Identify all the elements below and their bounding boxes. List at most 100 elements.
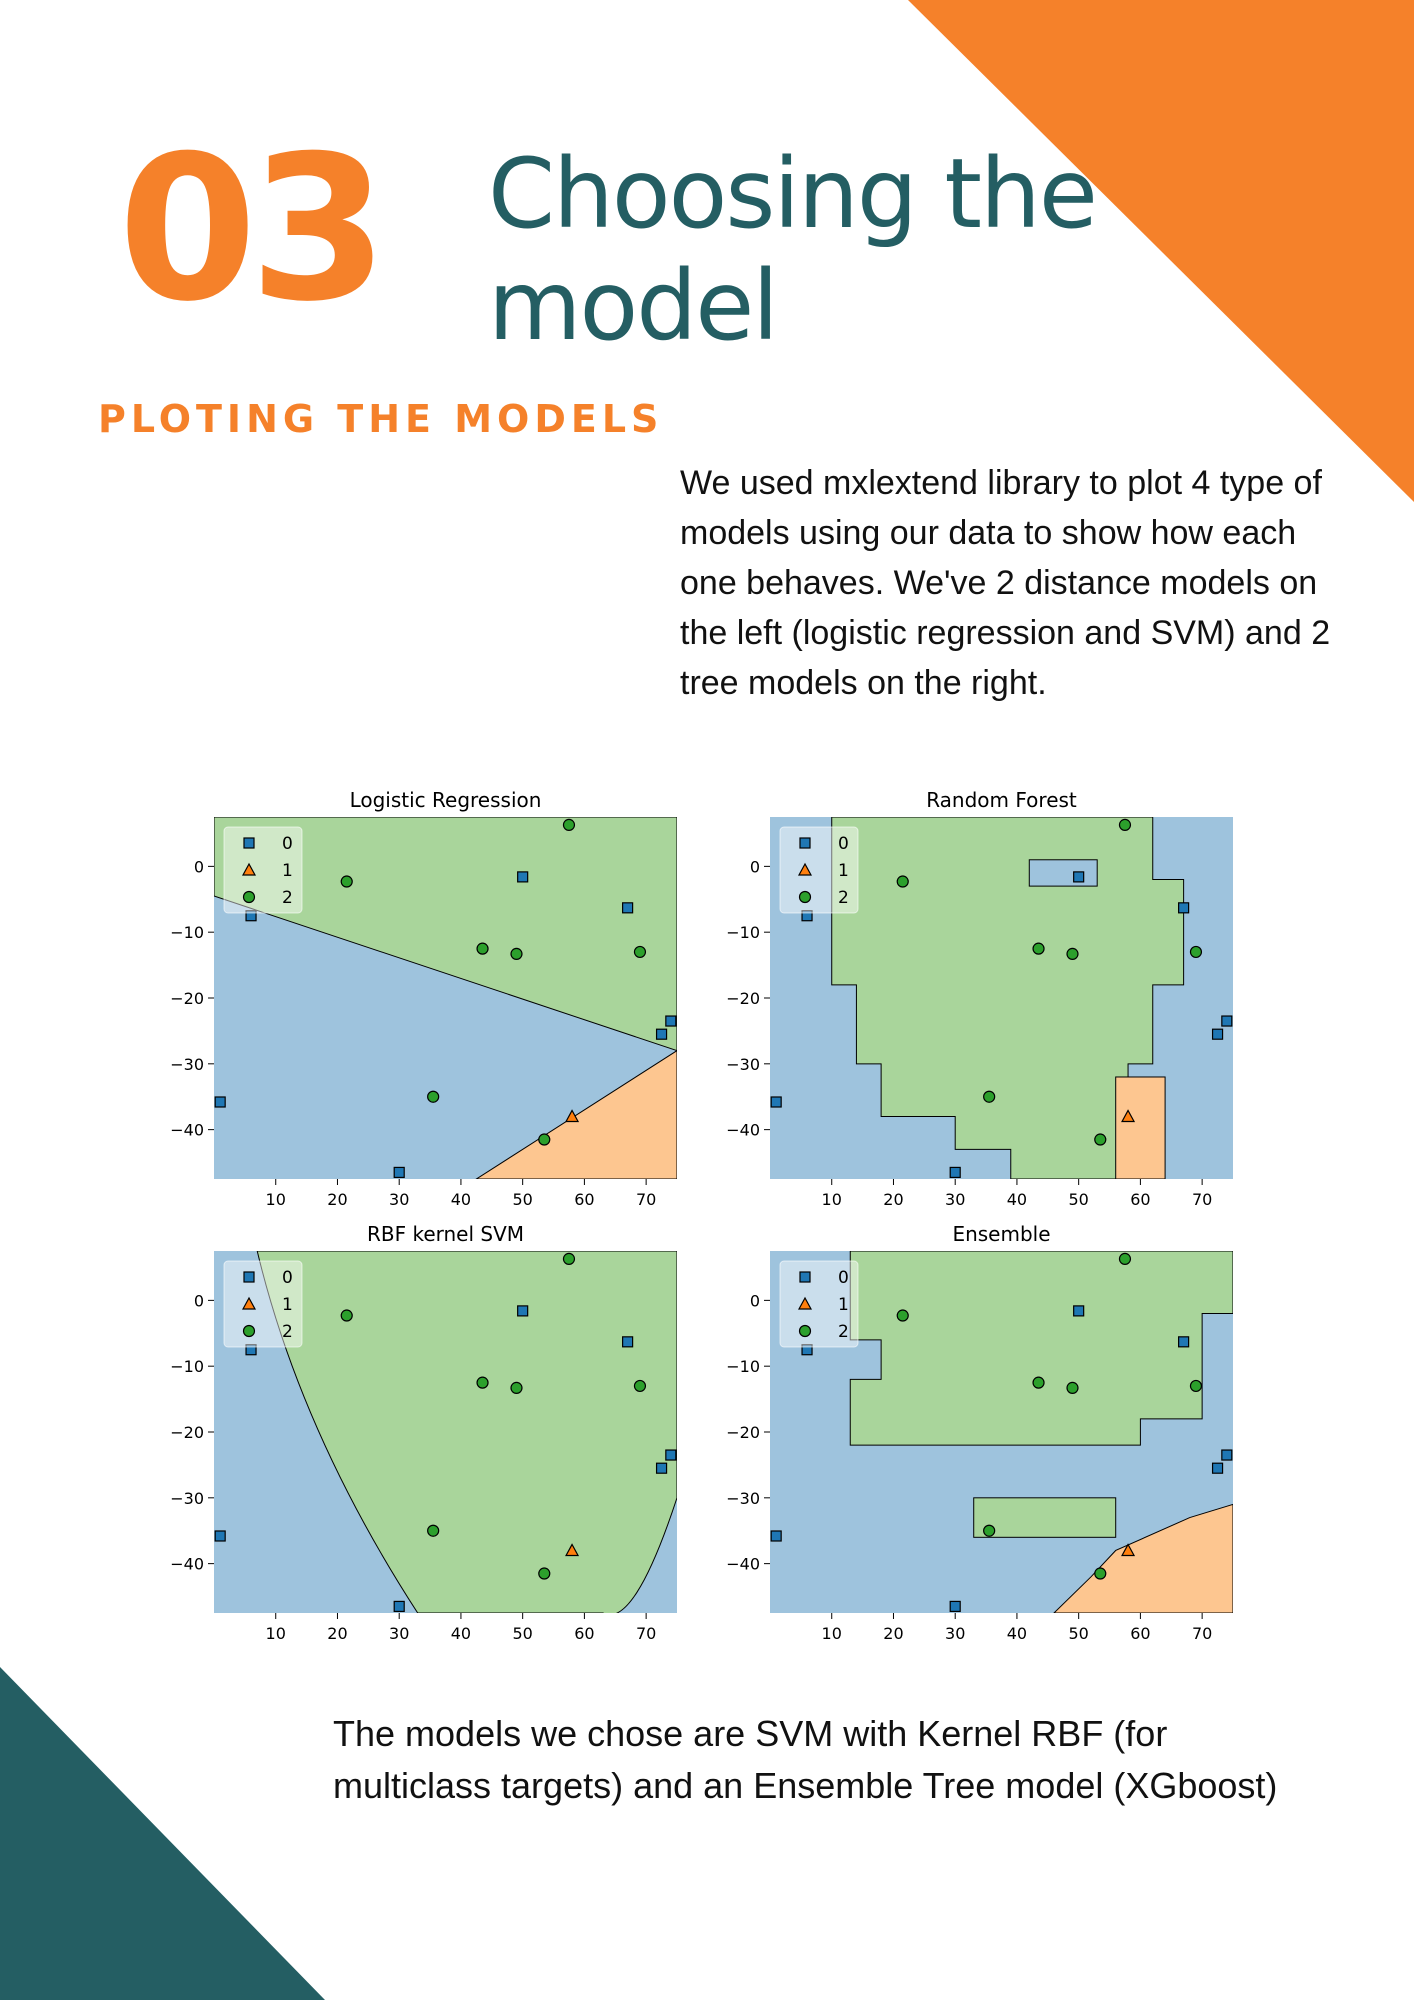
y-tick-label-0: 0 <box>194 857 204 876</box>
legend-marker-2 <box>242 1324 256 1338</box>
point-class-0-0 <box>801 910 813 922</box>
legend-label-0: 0 <box>282 834 293 854</box>
panel-ensemble: Ensemble 10 20 30 40 50 60 70 0 −10 −20 −30 −40 0 1 2 <box>726 1222 1233 1643</box>
point-class-2-0 <box>1118 818 1132 831</box>
x-tick-label-30: 30 <box>389 1190 409 1209</box>
point-class-2-3 <box>510 947 523 961</box>
x-tick-label-20: 20 <box>883 1190 903 1209</box>
point-class-0-5 <box>214 1530 226 1542</box>
region-class-2 <box>831 817 1185 1179</box>
point-class-0-6 <box>949 1166 961 1179</box>
point-class-2-6 <box>538 1133 551 1146</box>
point-class-1-0 <box>1121 1109 1136 1123</box>
point-class-0-5 <box>770 1096 782 1108</box>
legend-marker-0 <box>243 837 255 849</box>
point-class-2-4 <box>633 1379 647 1393</box>
point-class-0-6 <box>393 1600 405 1613</box>
legend-random-forest: 0 1 2 <box>779 826 859 914</box>
point-class-2-3 <box>1066 947 1079 961</box>
y-tick-label--10: −10 <box>170 923 204 942</box>
point-class-2-1 <box>896 875 909 888</box>
x-tick-label-40: 40 <box>451 1190 471 1209</box>
point-class-2-5 <box>427 1524 440 1537</box>
legend-marker-1 <box>241 862 257 876</box>
legend-marker-0 <box>799 1271 811 1283</box>
x-tick-label-60: 60 <box>574 1190 594 1209</box>
chart-title-ensemble: Ensemble <box>952 1222 1050 1246</box>
region-class-0-patch <box>1028 859 1098 887</box>
legend-marker-0 <box>799 837 811 849</box>
point-class-0-1 <box>517 871 529 883</box>
legend-label-2: 2 <box>282 888 293 908</box>
legend-label-0: 0 <box>838 1268 849 1288</box>
point-class-0-3 <box>655 1462 668 1474</box>
legend-label-1: 1 <box>282 1295 293 1315</box>
point-class-1-0 <box>1121 1543 1136 1557</box>
point-class-2-3 <box>510 1381 523 1395</box>
y-tick-label-0: 0 <box>194 1291 204 1310</box>
region-class-2 <box>849 1251 1233 1446</box>
region-class-2 <box>256 1251 677 1613</box>
region-class-2 <box>214 817 677 1052</box>
chart-title-rbf-svm: RBF kernel SVM <box>367 1222 524 1246</box>
x-tick-label-20: 20 <box>327 1624 347 1643</box>
x-tick-label-10: 10 <box>822 1624 842 1643</box>
page-title-line2: model <box>488 250 779 362</box>
point-class-2-1 <box>340 1309 353 1322</box>
x-tick-label-70: 70 <box>1192 1190 1212 1209</box>
y-tick-label--40: −40 <box>170 1555 204 1574</box>
legend-marker-1 <box>797 862 813 876</box>
x-tick-label-70: 70 <box>636 1624 656 1643</box>
point-class-0-3 <box>1211 1028 1224 1040</box>
y-tick-label--10: −10 <box>726 1357 760 1376</box>
point-class-2-0 <box>562 1252 576 1265</box>
plot-area-random-forest <box>770 817 1233 1179</box>
legend-marker-0 <box>243 1271 255 1283</box>
point-class-2-6 <box>1094 1133 1107 1146</box>
x-tick-label-50: 50 <box>1068 1624 1088 1643</box>
legend-ensemble: 0 1 2 <box>779 1260 859 1348</box>
chart-title-logistic-regression: Logistic Regression <box>350 788 542 812</box>
section-subtitle: PLOTING THE MODELS <box>98 397 664 441</box>
x-tick-label-50: 50 <box>512 1190 532 1209</box>
point-class-0-2 <box>622 902 634 914</box>
legend-label-2: 2 <box>838 888 849 908</box>
y-tick-label--30: −30 <box>170 1489 204 1508</box>
intro-paragraph: We used mxlextend library to plot 4 type… <box>680 464 1331 702</box>
point-class-0-4 <box>665 1449 677 1461</box>
legend-label-1: 1 <box>838 1295 849 1315</box>
region-class-1 <box>1053 1503 1233 1613</box>
legend-label-1: 1 <box>282 861 293 881</box>
point-class-0-6 <box>949 1600 961 1613</box>
page-title-line1: Choosing the <box>488 138 1098 250</box>
y-tick-label--20: −20 <box>726 1423 760 1442</box>
point-class-2-2 <box>1032 1376 1045 1389</box>
point-class-2-4 <box>1189 1379 1203 1393</box>
point-class-2-5 <box>983 1090 996 1103</box>
y-tick-label--20: −20 <box>170 989 204 1008</box>
point-class-2-2 <box>476 942 489 955</box>
point-class-0-3 <box>1211 1462 1224 1474</box>
point-class-2-6 <box>538 1567 551 1580</box>
point-class-0-6 <box>393 1166 405 1179</box>
x-tick-label-20: 20 <box>327 1190 347 1209</box>
x-tick-label-40: 40 <box>1007 1190 1027 1209</box>
y-tick-label--20: −20 <box>726 989 760 1008</box>
point-class-0-1 <box>517 1305 529 1317</box>
plot-area-rbf-svm <box>214 1251 677 1613</box>
x-tick-label-70: 70 <box>1192 1624 1212 1643</box>
point-class-0-0 <box>801 1344 813 1356</box>
point-class-2-6 <box>1094 1567 1107 1580</box>
x-tick-label-10: 10 <box>266 1190 286 1209</box>
y-tick-label--20: −20 <box>170 1423 204 1442</box>
point-class-0-2 <box>1178 902 1190 914</box>
plot-area-ensemble <box>770 1251 1233 1613</box>
region-class-2-patch <box>973 1497 1117 1538</box>
x-tick-label-70: 70 <box>636 1190 656 1209</box>
point-class-0-4 <box>1221 1015 1233 1027</box>
legend-marker-1 <box>241 1296 257 1310</box>
point-class-2-1 <box>896 1309 909 1322</box>
y-tick-label-0: 0 <box>750 1291 760 1310</box>
